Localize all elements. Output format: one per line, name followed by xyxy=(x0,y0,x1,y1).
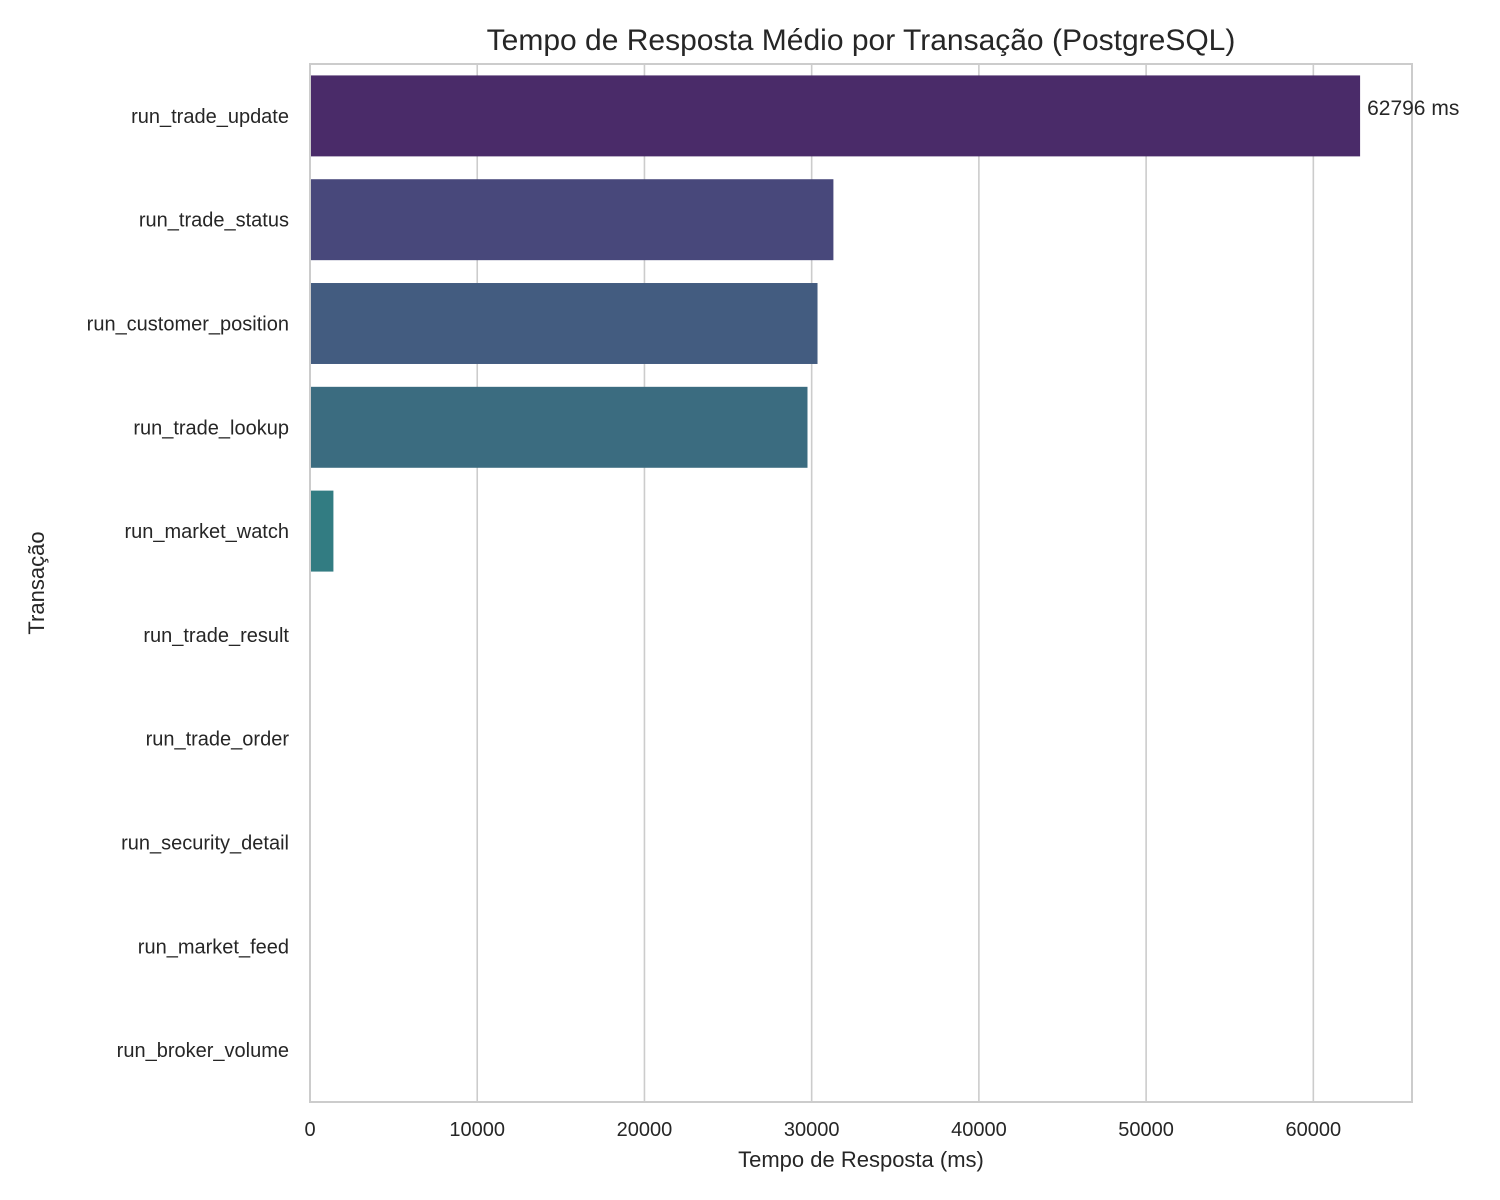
y-tick-label: run_trade_result xyxy=(143,625,289,647)
data-labels: 62796 ms xyxy=(1367,97,1459,120)
bar-run_trade_lookup xyxy=(310,386,808,468)
x-axis-label: Tempo de Resposta (ms) xyxy=(738,1147,984,1172)
bar-run_trade_status xyxy=(310,179,834,261)
plot-frame xyxy=(309,63,1413,1103)
x-tick-label: 0 xyxy=(304,1119,315,1141)
y-tick-label: run_trade_update xyxy=(131,106,289,128)
chart-title: Tempo de Resposta Médio por Transação (P… xyxy=(487,24,1236,57)
y-tick-label: run_trade_order xyxy=(146,729,290,751)
x-tick-label: 20000 xyxy=(617,1119,673,1141)
bar-run_trade_update xyxy=(310,75,1361,157)
x-tick-label: 10000 xyxy=(449,1119,505,1141)
y-axis-ticks: run_trade_update run_trade_status run_cust… xyxy=(87,106,290,1062)
y-tick-label: run_broker_volume xyxy=(117,1040,289,1062)
x-tick-label: 60000 xyxy=(1286,1119,1342,1141)
bar-run_market_watch xyxy=(310,490,334,572)
y-tick-label: run_market_feed xyxy=(138,936,289,958)
bars xyxy=(310,75,1361,572)
data-label: 62796 ms xyxy=(1367,97,1459,120)
x-axis-ticks: 0 10000 20000 30000 40000 50000 60000 xyxy=(304,1119,1341,1141)
y-tick-label: run_market_watch xyxy=(124,521,289,543)
y-tick-label: run_trade_status xyxy=(139,210,289,232)
x-tick-label: 30000 xyxy=(784,1119,840,1141)
y-axis-label: Transação xyxy=(24,531,49,634)
bar-run_customer_position xyxy=(310,283,818,364)
x-tick-label: 40000 xyxy=(951,1119,1007,1141)
y-tick-label: run_trade_lookup xyxy=(133,417,289,439)
y-tick-label: run_customer_position xyxy=(87,314,289,336)
x-tick-label: 50000 xyxy=(1118,1119,1174,1141)
y-tick-label: run_security_detail xyxy=(121,833,289,855)
